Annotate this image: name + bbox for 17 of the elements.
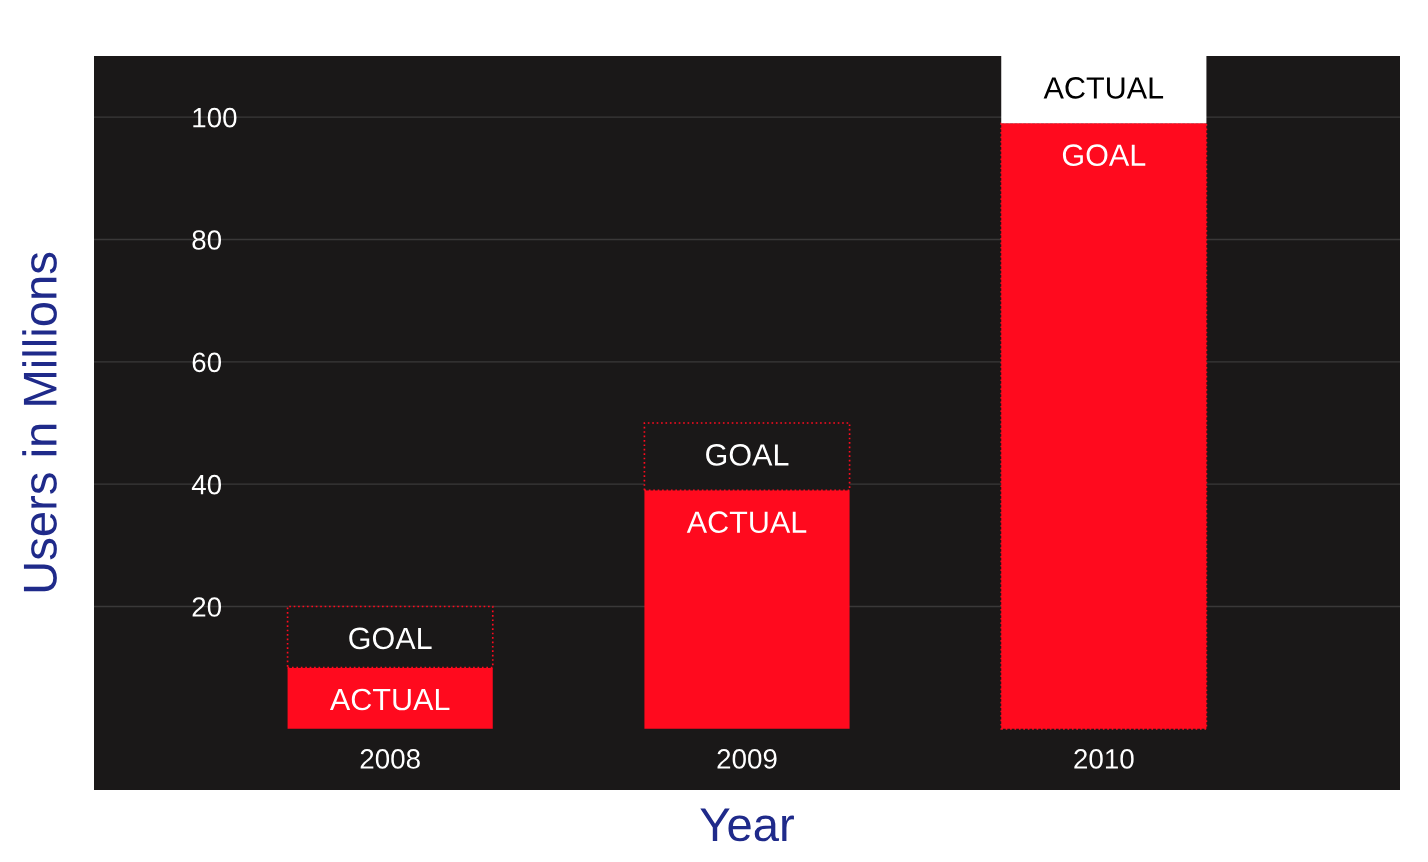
text: GOAL xyxy=(706,444,789,466)
y-axis-title: Users in Millions xyxy=(22,252,57,592)
x-tick-label: 2009 xyxy=(717,749,777,769)
bar xyxy=(1001,56,1207,124)
y-tick-label: 20 xyxy=(192,597,222,617)
x-tick-label: 2010 xyxy=(1074,749,1134,769)
y-tick-label: 100 xyxy=(193,107,237,128)
y-tick-label: 80 xyxy=(192,230,222,250)
series-label: ACTUAL xyxy=(329,688,450,711)
y-tick-label: 60 xyxy=(192,352,222,373)
series-label: GOAL xyxy=(349,627,432,650)
x-tick-label: 2008 xyxy=(360,749,420,769)
series-label: ACTUAL xyxy=(1043,77,1164,99)
y-tick-label: 40 xyxy=(191,474,222,495)
text: GOAL xyxy=(1062,144,1146,166)
text: ACTUAL xyxy=(686,511,807,533)
x-axis-title: Year xyxy=(700,808,794,842)
